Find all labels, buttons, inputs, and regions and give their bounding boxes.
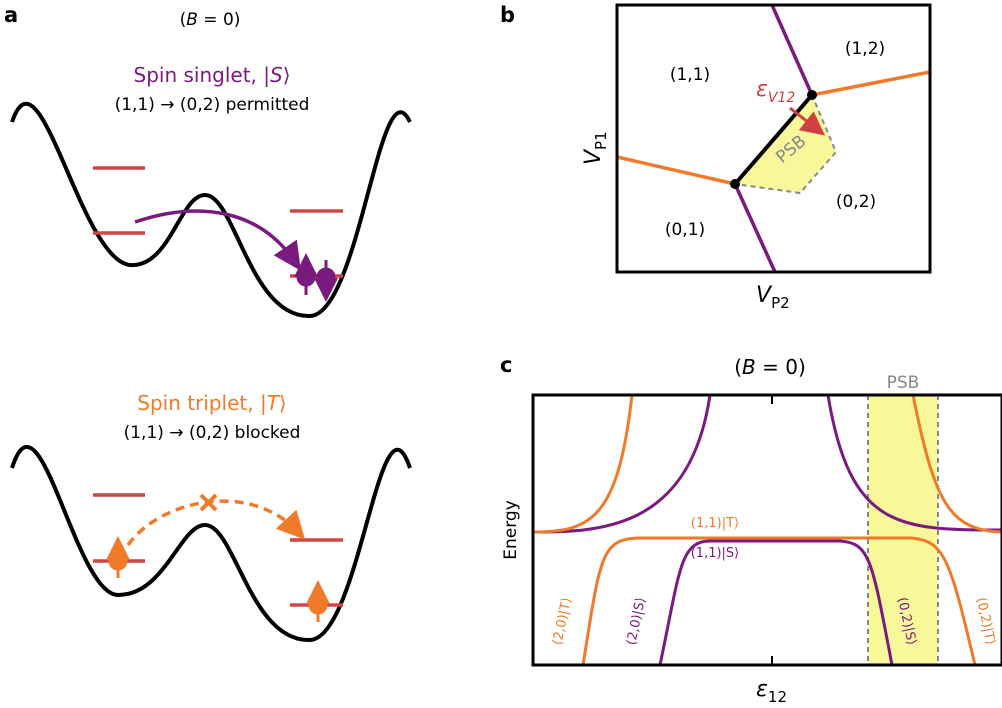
region-label: (1,2) (845, 39, 885, 59)
region-label: (1,1) (670, 65, 710, 85)
double-well (12, 104, 410, 316)
curve-label: (2,0)|T⟩ (550, 596, 575, 646)
figure: a (B = 0) Spin singlet, |S⟩ (1,1) → (0,2… (0, 0, 1002, 708)
region-label: (0,2) (836, 192, 876, 212)
triple-point (807, 90, 817, 100)
condition: (B = 0) (734, 355, 806, 379)
curve-label: (1,1)|S⟩ (691, 546, 740, 561)
curve-label: (2,0)|S⟩ (624, 596, 649, 647)
energy-levels (93, 495, 343, 605)
detuning-label: εV12 (756, 77, 795, 106)
singlet-transition: (1,1) → (0,2) permitted (115, 95, 310, 115)
panel-label: b (500, 3, 515, 27)
x-axis-label: ε12 (756, 677, 787, 706)
triplet-title: Spin triplet, |T⟩ (137, 391, 286, 415)
singlet-title: Spin singlet, |S⟩ (134, 63, 291, 87)
electrons (110, 545, 326, 622)
triple-point (730, 179, 740, 189)
condition: (B = 0) (180, 10, 241, 30)
panel-label: c (500, 353, 512, 377)
energy-levels (93, 168, 343, 276)
double-well (12, 447, 410, 640)
curve-label: (0,2)|T⟩ (973, 596, 998, 646)
triplet-transition: (1,1) → (0,2) blocked (124, 423, 301, 443)
y-axis-label: VP1 (581, 131, 610, 165)
tunnel-arrow (135, 211, 295, 262)
curve-label: (1,1)|T⟩ (691, 516, 739, 531)
panel-label: a (4, 3, 18, 27)
psb-label: PSB (887, 373, 920, 393)
x-axis-label: VP2 (756, 283, 790, 312)
y-axis-label: Energy (501, 500, 521, 560)
region-label: (0,1) (665, 220, 705, 240)
